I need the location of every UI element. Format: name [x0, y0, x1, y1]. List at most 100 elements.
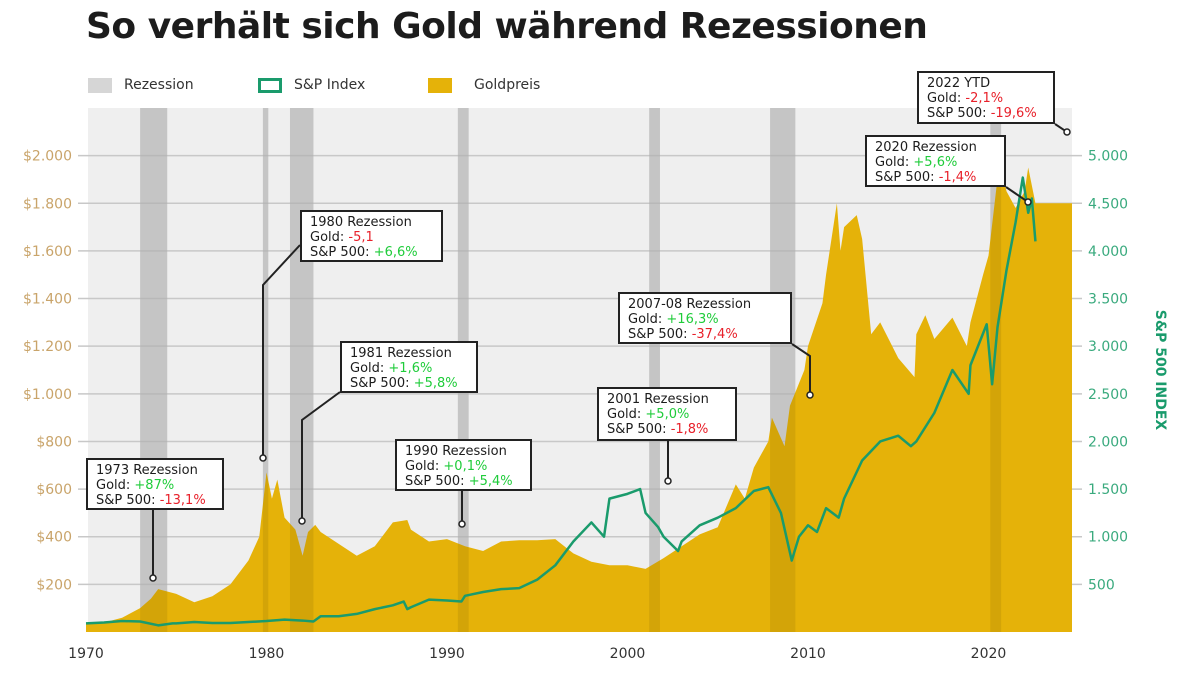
- annotation-gold: Gold: +1,6%: [350, 361, 468, 376]
- sp-label: S&P 500:: [628, 327, 692, 342]
- legend-label: Goldpreis: [474, 77, 541, 93]
- annotation-gold: Gold: +16,3%: [628, 312, 782, 327]
- x-tick-label: 2000: [610, 646, 646, 662]
- annotation-box: 2020 Rezession Gold: +5,6% S&P 500: -1,4…: [865, 135, 1006, 187]
- annotation-connector: [301, 391, 341, 521]
- y-right-tick-label: 3.500: [1088, 292, 1128, 308]
- annotation-gold: Gold: +0,1%: [405, 459, 522, 474]
- sp-label: S&P 500:: [350, 376, 414, 391]
- sp-change: -1,4%: [938, 170, 977, 185]
- annotation-title: 2020 Rezession: [875, 140, 977, 155]
- legend-item-gold: Goldpreis: [428, 77, 540, 93]
- annotation-sp: S&P 500: -19,6%: [927, 106, 1045, 121]
- sp-change: -1,8%: [670, 422, 709, 437]
- annotation-gold: Gold: +5,6%: [875, 155, 996, 170]
- x-tick-label: 1970: [68, 646, 104, 662]
- annotation-marker: [1024, 198, 1032, 206]
- annotation-gold: Gold: -5,1: [310, 230, 433, 245]
- annotation-gold: Gold: -2,1%: [927, 91, 1045, 106]
- gold-price-area: [86, 162, 1072, 633]
- sp-change: +6,6%: [373, 245, 418, 260]
- sp-change: -37,4%: [691, 327, 738, 342]
- annotation-title: 1981 Rezession: [350, 346, 452, 361]
- annotation-sp: S&P 500: +6,6%: [310, 245, 433, 260]
- annotation-box: 1981 Rezession Gold: +1,6% S&P 500: +5,8…: [340, 341, 478, 393]
- sp-label: S&P 500:: [875, 170, 939, 185]
- sp-label: S&P 500:: [96, 493, 160, 508]
- annotation-title: 1980 Rezession: [310, 215, 412, 230]
- gold-label: Gold:: [350, 361, 389, 376]
- sp-change: +5,4%: [468, 474, 513, 489]
- y-right-tick-label: 2.000: [1088, 434, 1128, 450]
- recession-overlay: [289, 108, 314, 632]
- annotation-connector: [262, 244, 301, 458]
- y-right-tick-label: 2.500: [1088, 387, 1128, 403]
- annotation-box: 2022 YTD Gold: -2,1% S&P 500: -19,6%: [917, 71, 1055, 124]
- annotation-title: 1990 Rezession: [405, 444, 507, 459]
- annotation-sp: S&P 500: +5,4%: [405, 474, 522, 489]
- recession-overlay: [990, 108, 1002, 632]
- y-right-axis-title: S&P 500 INDEX: [1152, 310, 1168, 431]
- gold-label: Gold:: [927, 91, 966, 106]
- recession-overlay: [770, 108, 796, 632]
- annotation-sp: S&P 500: -13,1%: [96, 493, 214, 508]
- y-right-tick-label: 3.000: [1088, 339, 1128, 355]
- y-left-tick-label: $600: [36, 482, 72, 498]
- annotation-title: 2001 Rezession: [607, 392, 709, 407]
- gold-label: Gold:: [875, 155, 914, 170]
- sp-label: S&P 500:: [927, 106, 991, 121]
- y-left-tick-label: $1.200: [23, 339, 72, 355]
- gold-change: +5,6%: [913, 155, 958, 170]
- y-left-tick-label: $1.600: [23, 244, 72, 260]
- gold-change: +87%: [134, 478, 175, 493]
- sp-index-line: [85, 176, 1037, 627]
- legend-label: S&P Index: [294, 77, 366, 93]
- annotation-box: 2001 Rezession Gold: +5,0% S&P 500: -1,8…: [597, 387, 737, 441]
- sp-label: S&P 500:: [405, 474, 469, 489]
- annotation-box: 1973 Rezession Gold: +87% S&P 500: -13,1…: [86, 458, 224, 510]
- y-right-tick-label: 1.500: [1088, 482, 1128, 498]
- y-left-tick-label: $400: [36, 530, 72, 546]
- annotation-gold: Gold: +5,0%: [607, 407, 727, 422]
- annotation-title: 1973 Rezession: [96, 463, 198, 478]
- page-title: So verhält sich Gold während Rezessionen: [86, 6, 928, 47]
- gold-change: -5,1: [348, 230, 374, 245]
- gold-label: Gold:: [96, 478, 135, 493]
- gold-change: -2,1%: [965, 91, 1004, 106]
- y-right-tick-label: 1.000: [1088, 530, 1128, 546]
- y-left-tick-label: $1.400: [23, 292, 72, 308]
- gold-label: Gold:: [310, 230, 349, 245]
- recession-band: [649, 108, 660, 632]
- recession-band: [262, 108, 269, 632]
- annotation-marker: [259, 454, 267, 462]
- annotation-gold: Gold: +87%: [96, 478, 214, 493]
- gold-change: +0,1%: [443, 459, 488, 474]
- y-left-tick-label: $200: [36, 577, 72, 593]
- recession-overlay: [262, 108, 269, 632]
- gold-change: +16,3%: [666, 312, 719, 327]
- annotation-box: 1980 Rezession Gold: -5,1 S&P 500: +6,6%: [300, 210, 443, 262]
- annotation-sp: S&P 500: +5,8%: [350, 376, 468, 391]
- annotation-sp: S&P 500: -1,4%: [875, 170, 996, 185]
- x-tick-label: 1990: [429, 646, 465, 662]
- sp-change: -13,1%: [159, 493, 206, 508]
- gold-label: Gold:: [405, 459, 444, 474]
- sp-label: S&P 500:: [310, 245, 374, 260]
- sp-change: +5,8%: [413, 376, 458, 391]
- annotation-sp: S&P 500: -1,8%: [607, 422, 727, 437]
- gold-change: +5,0%: [645, 407, 690, 422]
- annotation-marker: [1063, 128, 1071, 136]
- x-tick-label: 2010: [790, 646, 826, 662]
- sp-change: -19,6%: [990, 106, 1037, 121]
- y-right-tick-label: 4.000: [1088, 244, 1128, 260]
- annotation-title: 2007-08 Rezession: [628, 297, 752, 312]
- y-right-tick-label: 500: [1088, 577, 1115, 593]
- annotation-box: 2007-08 Rezession Gold: +16,3% S&P 500: …: [618, 292, 792, 344]
- legend-item-sp: S&P Index: [258, 77, 365, 93]
- annotation-box: 1990 Rezession Gold: +0,1% S&P 500: +5,4…: [395, 439, 532, 491]
- legend-swatch-gold: [428, 77, 452, 93]
- gold-change: +1,6%: [388, 361, 433, 376]
- y-left-tick-label: $1.000: [23, 387, 72, 403]
